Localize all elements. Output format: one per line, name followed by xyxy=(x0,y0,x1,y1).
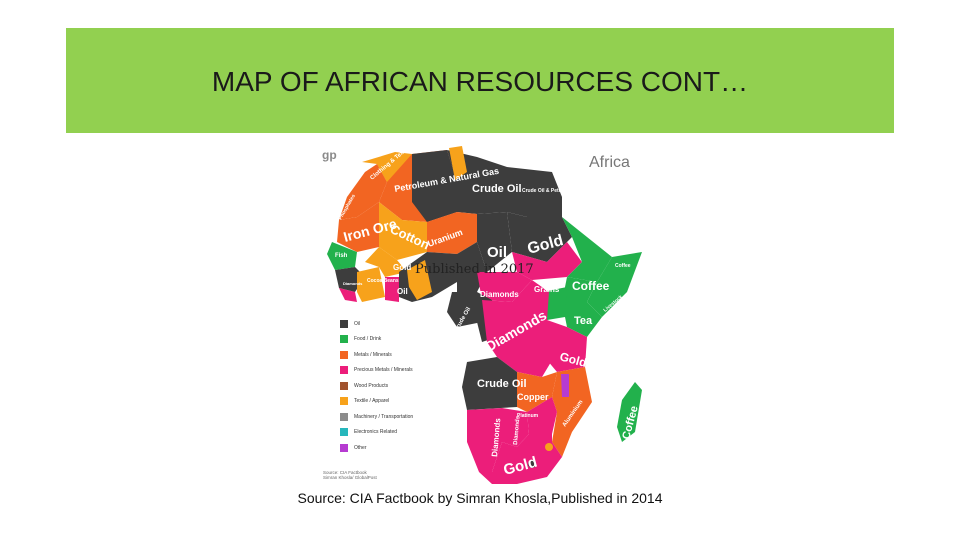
region-somalia xyxy=(587,252,642,317)
title-bar: MAP OF AFRICAN RESOURCES CONT… xyxy=(66,28,894,133)
region-senegal xyxy=(327,242,357,270)
map-source-line-2: Simran Khosla/ GlobalPost xyxy=(323,475,377,480)
legend-item: Food / Drink xyxy=(340,332,413,348)
legend-label: Electronics Related xyxy=(354,429,398,436)
legend-label: Textile / Apparel xyxy=(354,398,390,405)
region-mauritania xyxy=(337,202,379,252)
legend-item: Wood Products xyxy=(340,378,413,394)
legend-item: Metals / Minerals xyxy=(340,347,413,363)
region-mali xyxy=(379,202,427,260)
slide-caption: Source: CIA Factbook by Simran Khosla,Pu… xyxy=(297,490,663,506)
legend-swatch xyxy=(340,366,348,375)
legend-swatch xyxy=(340,319,348,328)
region-burkina xyxy=(365,247,407,277)
region-lesotho xyxy=(528,460,536,468)
region-south-africa xyxy=(479,434,562,484)
legend-item: Other xyxy=(340,440,413,456)
region-car xyxy=(477,272,532,302)
map-title: Africa xyxy=(589,154,630,171)
published-overlay-note: Published in 2017 xyxy=(415,262,534,277)
region-swaziland xyxy=(545,443,553,451)
slide-title: MAP OF AFRICAN RESOURCES CONT… xyxy=(211,66,749,97)
label-crude-oil-south: Crude Oil xyxy=(477,378,527,390)
region-malawi xyxy=(561,374,569,397)
region-egypt-north xyxy=(449,146,467,180)
region-kenya xyxy=(562,277,602,337)
label-gold-south-east: Gold xyxy=(558,349,588,370)
region-ghana xyxy=(385,277,399,302)
label-gold-west: Gold xyxy=(393,263,411,272)
label-cocoa-beans: Cocoa Beans xyxy=(367,278,399,284)
label-coffee: Coffee xyxy=(572,279,610,293)
legend-label: Other xyxy=(354,444,367,451)
legend-swatch xyxy=(340,412,348,421)
legend-swatch xyxy=(340,350,348,359)
legend-label: Metals / Minerals xyxy=(354,351,392,358)
legend-swatch xyxy=(340,443,348,452)
label-soft-drink: Soft Drink Concentrates xyxy=(565,449,612,454)
region-botswana xyxy=(502,408,529,447)
region-zambia xyxy=(517,372,557,412)
region-gabon xyxy=(447,292,482,327)
region-drc xyxy=(482,280,557,377)
region-ivory xyxy=(357,267,385,302)
region-libya-east xyxy=(412,150,457,222)
region-morocco xyxy=(339,164,387,220)
region-south-sudan-gold xyxy=(512,242,582,280)
region-togo-benin xyxy=(407,260,432,300)
legend-item: Precious Metals / Minerals xyxy=(340,363,413,379)
region-namibia xyxy=(467,408,502,472)
legend-label: Machinery / Transportation xyxy=(354,413,414,420)
map-source-line-1: Source: CIA Factbook xyxy=(323,470,367,475)
legend-swatch xyxy=(340,397,348,406)
label-platinum: Platinum xyxy=(517,413,539,419)
label-diamonds-west: Diamonds xyxy=(343,281,363,286)
legend-item: Textile / Apparel xyxy=(340,394,413,410)
label-grains: Grains xyxy=(534,285,560,294)
label-crude-oil-petroleum: Crude Oil & Petroleum Products xyxy=(522,188,599,194)
region-tanzania xyxy=(542,320,587,372)
map-brand-logo: gp xyxy=(322,148,337,162)
region-sierra xyxy=(339,288,357,302)
region-eritrea-ethiopia xyxy=(562,217,612,282)
legend-item: Electronics Related xyxy=(340,425,413,441)
legend-label: Wood Products xyxy=(354,382,389,389)
map-source: Source: CIA Factbook Simran Khosla/ Glob… xyxy=(323,470,403,480)
region-zimbabwe xyxy=(527,397,557,434)
africa-map-svg: Clothing & Textiles Phosphates Petroleum… xyxy=(327,142,642,484)
label-coffee-small: Coffee xyxy=(615,263,631,269)
label-oil-center: Oil xyxy=(487,244,507,261)
region-angola xyxy=(462,357,517,410)
region-sudan xyxy=(507,212,572,262)
legend-item: Machinery / Transportation xyxy=(340,409,413,425)
legend-swatch xyxy=(340,335,348,344)
region-egypt xyxy=(507,167,562,217)
region-chad xyxy=(477,212,512,272)
legend-swatch xyxy=(340,381,348,390)
label-oil-west: Oil xyxy=(397,287,408,296)
legend-swatch xyxy=(340,428,348,437)
legend-label: Food / Drink xyxy=(354,336,382,343)
label-diamonds-s: Diamonds xyxy=(513,415,522,445)
region-niger xyxy=(427,212,477,254)
legend-label: Precious Metals / Minerals xyxy=(354,367,413,374)
legend-label: Oil xyxy=(354,320,361,327)
label-clothing-shoes: Clothing & Shoes xyxy=(552,474,586,479)
label-fish: Fish xyxy=(335,253,348,259)
label-crude-oil-north: Crude Oil xyxy=(472,183,522,195)
label-copper: Copper xyxy=(517,392,549,402)
region-madagascar xyxy=(617,382,642,442)
label-diamonds-mid: Diamonds xyxy=(480,290,519,299)
label-diamonds-sw: Diamonds xyxy=(490,417,502,457)
map-legend: Oil Food / Drink Metals / Minerals Precious… xyxy=(340,316,413,456)
legend-item: Oil xyxy=(340,316,413,332)
region-tunisia xyxy=(362,152,412,182)
africa-resource-map: Clothing & Textiles Phosphates Petroleum… xyxy=(317,142,647,490)
label-tea: Tea xyxy=(574,315,593,327)
